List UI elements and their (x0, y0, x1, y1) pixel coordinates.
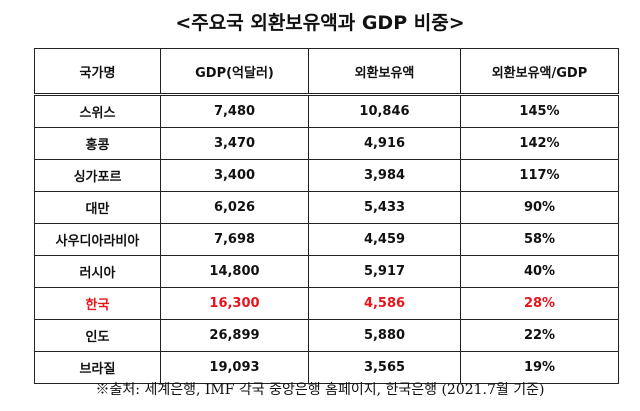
cell-country: 스위스 (34, 94, 161, 128)
cell-gdp: 16,300 (160, 287, 309, 320)
table-row: 대만 6,026 5,433 90% (34, 191, 619, 224)
table-row: 한국 16,300 4,586 28% (34, 287, 619, 320)
cell-country: 사우디아라비아 (34, 223, 161, 256)
table-row: 브라질 19,093 3,565 19% (34, 351, 619, 384)
cell-reserves: 5,917 (308, 255, 461, 288)
cell-country: 홍콩 (34, 127, 161, 160)
cell-gdp: 7,480 (160, 94, 309, 128)
cell-gdp: 14,800 (160, 255, 309, 288)
table-row: 사우디아라비아 7,698 4,459 58% (34, 223, 619, 256)
cell-gdp: 26,899 (160, 319, 309, 352)
column-header-reserves: 외환보유액 (308, 48, 461, 96)
cell-ratio: 40% (460, 255, 619, 288)
cell-country: 싱가포르 (34, 159, 161, 192)
cell-country: 인도 (34, 319, 161, 352)
cell-reserves: 4,459 (308, 223, 461, 256)
cell-ratio: 58% (460, 223, 619, 256)
cell-gdp: 7,698 (160, 223, 309, 256)
cell-ratio: 28% (460, 287, 619, 320)
table-row: 러시아 14,800 5,917 40% (34, 255, 619, 288)
cell-ratio: 90% (460, 191, 619, 224)
cell-reserves: 3,984 (308, 159, 461, 192)
cell-gdp: 6,026 (160, 191, 309, 224)
cell-reserves: 5,433 (308, 191, 461, 224)
cell-reserves: 4,916 (308, 127, 461, 160)
cell-reserves: 4,586 (308, 287, 461, 320)
table-row: 싱가포르 3,400 3,984 117% (34, 159, 619, 192)
cell-gdp: 19,093 (160, 351, 309, 384)
table-row: 스위스 7,480 10,846 145% (34, 94, 619, 128)
cell-ratio: 142% (460, 127, 619, 160)
cell-ratio: 19% (460, 351, 619, 384)
column-header-country: 국가명 (34, 48, 161, 96)
column-header-gdp: GDP(억달러) (160, 48, 309, 96)
cell-gdp: 3,470 (160, 127, 309, 160)
reserves-table: 국가명 GDP(억달러) 외환보유액 외환보유액/GDP 스위스 7,480 10,… (34, 48, 619, 384)
column-header-ratio: 외환보유액/GDP (460, 48, 619, 96)
cell-ratio: 145% (460, 94, 619, 128)
cell-country: 대만 (34, 191, 161, 224)
cell-gdp: 3,400 (160, 159, 309, 192)
cell-ratio: 117% (460, 159, 619, 192)
cell-reserves: 5,880 (308, 319, 461, 352)
table-row: 인도 26,899 5,880 22% (34, 319, 619, 352)
table-row: 홍콩 3,470 4,916 142% (34, 127, 619, 160)
cell-ratio: 22% (460, 319, 619, 352)
cell-country: 브라질 (34, 351, 161, 384)
source-note: ※출처: 세계은행, IMF 각국 중앙은행 홈페이지, 한국은행 (2021.… (95, 382, 545, 398)
table-body: 스위스 7,480 10,846 145% 홍콩 3,470 4,916 142% 싱가포르 3,… (34, 94, 619, 384)
cell-reserves: 10,846 (308, 94, 461, 128)
table-title: <주요국 외환보유액과 GDP 비중> (175, 12, 465, 34)
cell-country: 러시아 (34, 255, 161, 288)
cell-country: 한국 (34, 287, 161, 320)
header-row: 국가명 GDP(억달러) 외환보유액 외환보유액/GDP (34, 48, 619, 96)
